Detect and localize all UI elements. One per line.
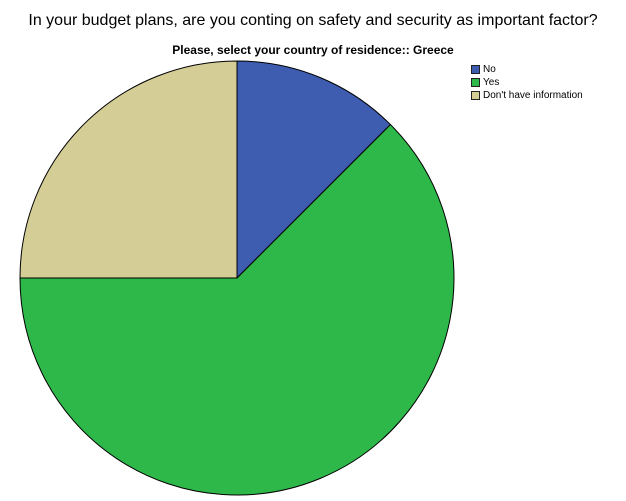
pie-slice-no bbox=[236, 60, 392, 280]
chart-subtitle: Please, select your country of residence… bbox=[172, 43, 454, 57]
legend: No Yes Don't have information bbox=[471, 63, 583, 102]
legend-swatch-dont-have-information bbox=[471, 91, 480, 100]
pie-slice-don-t-have-information bbox=[19, 60, 238, 279]
legend-swatch-no bbox=[471, 65, 480, 74]
legend-swatch-yes bbox=[471, 78, 480, 87]
legend-item-no: No bbox=[471, 63, 583, 76]
legend-label-yes: Yes bbox=[483, 77, 500, 88]
pie-slice-yes bbox=[19, 123, 455, 496]
legend-item-yes: Yes bbox=[471, 76, 583, 89]
chart-title: In your budget plans, are you conting on… bbox=[28, 12, 598, 29]
legend-label-dont-have-information: Don't have information bbox=[483, 90, 583, 101]
legend-item-dont-have-information: Don't have information bbox=[471, 89, 583, 102]
legend-label-no: No bbox=[483, 64, 496, 75]
